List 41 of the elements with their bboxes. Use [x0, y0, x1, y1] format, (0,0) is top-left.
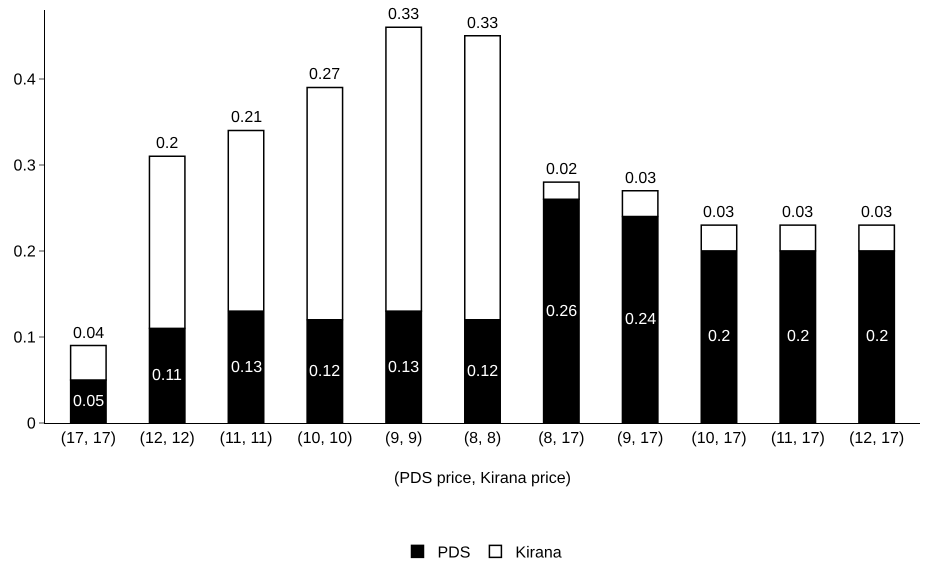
x-tick-label: (12, 17) — [849, 430, 904, 448]
data-label: 0.2 — [866, 328, 888, 345]
x-tick-label: (9, 17) — [617, 430, 664, 448]
data-label: 0.03 — [625, 170, 656, 187]
data-label: 0.04 — [73, 325, 104, 342]
data-label: 0.11 — [152, 367, 182, 384]
data-label: 0.27 — [309, 66, 340, 83]
x-tick-label: (12, 12) — [140, 430, 195, 448]
data-label: 0.12 — [467, 363, 498, 380]
x-tick-label: (17, 17) — [60, 430, 116, 448]
x-tick-label: (8, 17) — [538, 430, 584, 448]
x-tick-label: (11, 11) — [220, 430, 272, 448]
legend-label: Kirana — [515, 544, 562, 562]
x-tick-label: (9, 9) — [385, 430, 422, 448]
y-tick-label: 0.4 — [14, 71, 36, 88]
data-label: 0.12 — [309, 363, 340, 380]
data-label: 0.2 — [787, 328, 810, 345]
data-label: 0.03 — [703, 204, 734, 221]
data-label: 0.13 — [231, 359, 262, 376]
x-tick-label: (11, 17) — [770, 430, 825, 448]
data-label: 0.13 — [388, 359, 420, 376]
y-tick-label: 0.3 — [14, 157, 36, 174]
x-tick-label: (10, 17) — [691, 430, 747, 448]
data-label: 0.2 — [708, 328, 730, 345]
y-tick-label: 0.2 — [14, 244, 36, 261]
data-label: 0.02 — [546, 161, 578, 178]
data-label: 0.03 — [861, 204, 892, 221]
x-axis-title: (PDS price, Kirana price) — [394, 470, 571, 487]
x-tick-label: (10, 10) — [297, 430, 352, 448]
data-label: 0.33 — [467, 15, 498, 32]
data-label: 0.33 — [388, 6, 420, 23]
data-label: 0.03 — [782, 204, 814, 221]
y-tick-label: 0 — [26, 416, 36, 433]
y-tick-label: 0.1 — [14, 330, 36, 347]
data-label: 0.21 — [231, 109, 262, 126]
data-label: 0.05 — [73, 393, 104, 410]
data-label: 0.26 — [546, 303, 578, 320]
data-label: 0.2 — [156, 135, 178, 152]
x-tick-label: (8, 8) — [464, 430, 502, 448]
data-label: 0.24 — [625, 311, 656, 328]
legend-label: PDS — [438, 544, 470, 562]
